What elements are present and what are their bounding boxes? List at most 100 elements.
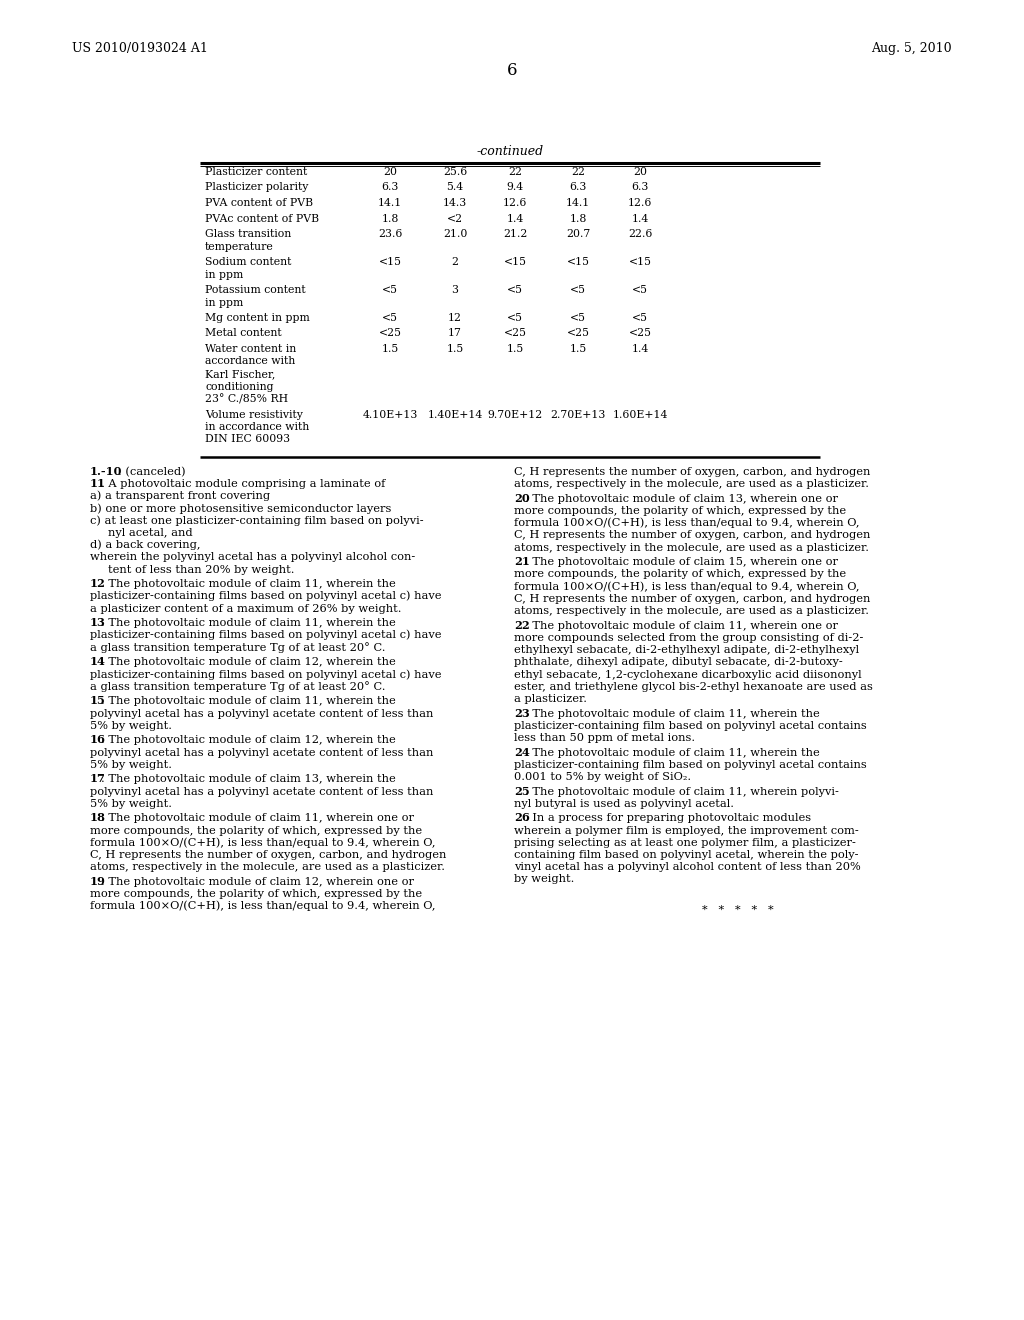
Text: <5: <5 — [382, 313, 398, 323]
Text: more compounds, the polarity of which, expressed by the: more compounds, the polarity of which, e… — [514, 506, 846, 516]
Text: . The photovoltaic module of claim 13, wherein the: . The photovoltaic module of claim 13, w… — [101, 775, 395, 784]
Text: 20: 20 — [514, 492, 529, 504]
Text: wherein the polyvinyl acetal has a polyvinyl alcohol con-: wherein the polyvinyl acetal has a polyv… — [90, 552, 416, 562]
Text: <2: <2 — [446, 214, 463, 223]
Text: 23: 23 — [514, 708, 529, 718]
Text: 21: 21 — [514, 556, 529, 568]
Text: 1.4: 1.4 — [632, 214, 648, 223]
Text: b) one or more photosensitive semiconductor layers: b) one or more photosensitive semiconduc… — [90, 503, 391, 513]
Text: 1.8: 1.8 — [381, 214, 398, 223]
Text: <5: <5 — [570, 313, 586, 323]
Text: 9.4: 9.4 — [507, 182, 523, 193]
Text: Karl Fischer,: Karl Fischer, — [205, 370, 275, 379]
Text: 22: 22 — [508, 168, 522, 177]
Text: d) a back covering,: d) a back covering, — [90, 540, 201, 550]
Text: . The photovoltaic module of claim 12, wherein one or: . The photovoltaic module of claim 12, w… — [101, 876, 414, 887]
Text: 1.5: 1.5 — [381, 345, 398, 354]
Text: 22: 22 — [514, 619, 529, 631]
Text: DIN IEC 60093: DIN IEC 60093 — [205, 434, 290, 445]
Text: C, H represents the number of oxygen, carbon, and hydrogen: C, H represents the number of oxygen, ca… — [514, 531, 870, 540]
Text: 5.4: 5.4 — [446, 182, 464, 193]
Text: Glass transition: Glass transition — [205, 228, 291, 239]
Text: <5: <5 — [632, 313, 648, 323]
Text: <5: <5 — [632, 285, 648, 294]
Text: formula 100×O/(C+H), is less than/equal to 9.4, wherein O,: formula 100×O/(C+H), is less than/equal … — [514, 517, 859, 528]
Text: 1.60E+14: 1.60E+14 — [612, 409, 668, 420]
Text: -continued: -continued — [476, 145, 544, 158]
Text: more compounds, the polarity of which, expressed by the: more compounds, the polarity of which, e… — [90, 890, 422, 899]
Text: <5: <5 — [507, 313, 523, 323]
Text: <15: <15 — [379, 257, 401, 267]
Text: 23.6: 23.6 — [378, 228, 402, 239]
Text: 1.4: 1.4 — [632, 345, 648, 354]
Text: <25: <25 — [504, 329, 526, 338]
Text: formula 100×O/(C+H), is less than/equal to 9.4, wherein O,: formula 100×O/(C+H), is less than/equal … — [514, 581, 859, 591]
Text: C, H represents the number of oxygen, carbon, and hydrogen: C, H represents the number of oxygen, ca… — [90, 850, 446, 861]
Text: 14.3: 14.3 — [442, 198, 467, 209]
Text: c) at least one plasticizer-containing film based on polyvi-: c) at least one plasticizer-containing f… — [90, 515, 424, 525]
Text: 1.4: 1.4 — [507, 214, 523, 223]
Text: a) a transparent front covering: a) a transparent front covering — [90, 491, 270, 502]
Text: 24: 24 — [514, 747, 529, 758]
Text: Plasticizer content: Plasticizer content — [205, 168, 307, 177]
Text: a glass transition temperature Tg of at least 20° C.: a glass transition temperature Tg of at … — [90, 642, 385, 652]
Text: . The photovoltaic module of claim 11, wherein the: . The photovoltaic module of claim 11, w… — [101, 618, 395, 628]
Text: more compounds selected from the group consisting of di-2-: more compounds selected from the group c… — [514, 632, 863, 643]
Text: 17: 17 — [90, 774, 105, 784]
Text: formula 100×O/(C+H), is less than/equal to 9.4, wherein O,: formula 100×O/(C+H), is less than/equal … — [90, 837, 435, 847]
Text: by weight.: by weight. — [514, 874, 574, 884]
Text: 20: 20 — [633, 168, 647, 177]
Text: 2.70E+13: 2.70E+13 — [550, 409, 605, 420]
Text: 5% by weight.: 5% by weight. — [90, 799, 172, 809]
Text: 12.6: 12.6 — [628, 198, 652, 209]
Text: phthalate, dihexyl adipate, dibutyl sebacate, di-2-butoxy-: phthalate, dihexyl adipate, dibutyl seba… — [514, 657, 843, 668]
Text: Metal content: Metal content — [205, 329, 282, 338]
Text: Mg content in ppm: Mg content in ppm — [205, 313, 309, 323]
Text: polyvinyl acetal has a polyvinyl acetate content of less than: polyvinyl acetal has a polyvinyl acetate… — [90, 709, 433, 718]
Text: conditioning: conditioning — [205, 381, 273, 392]
Text: nyl acetal, and: nyl acetal, and — [108, 528, 193, 539]
Text: polyvinyl acetal has a polyvinyl acetate content of less than: polyvinyl acetal has a polyvinyl acetate… — [90, 787, 433, 797]
Text: Volume resistivity: Volume resistivity — [205, 409, 303, 420]
Text: 0.001 to 5% by weight of SiO₂.: 0.001 to 5% by weight of SiO₂. — [514, 772, 691, 781]
Text: 1.8: 1.8 — [569, 214, 587, 223]
Text: . The photovoltaic module of claim 11, wherein the: . The photovoltaic module of claim 11, w… — [101, 579, 395, 589]
Text: . The photovoltaic module of claim 13, wherein one or: . The photovoltaic module of claim 13, w… — [525, 494, 838, 504]
Text: <15: <15 — [504, 257, 526, 267]
Text: . The photovoltaic module of claim 11, wherein the: . The photovoltaic module of claim 11, w… — [525, 747, 820, 758]
Text: PVA content of PVB: PVA content of PVB — [205, 198, 313, 209]
Text: 18: 18 — [90, 813, 105, 824]
Text: polyvinyl acetal has a polyvinyl acetate content of less than: polyvinyl acetal has a polyvinyl acetate… — [90, 747, 433, 758]
Text: 15: 15 — [90, 696, 105, 706]
Text: 1.5: 1.5 — [446, 345, 464, 354]
Text: containing film based on polyvinyl acetal, wherein the poly-: containing film based on polyvinyl aceta… — [514, 850, 858, 861]
Text: in accordance with: in accordance with — [205, 422, 309, 432]
Text: . The photovoltaic module of claim 15, wherein one or: . The photovoltaic module of claim 15, w… — [525, 557, 838, 568]
Text: a glass transition temperature Tg of at least 20° C.: a glass transition temperature Tg of at … — [90, 681, 385, 692]
Text: <5: <5 — [570, 285, 586, 294]
Text: <25: <25 — [566, 329, 590, 338]
Text: . The photovoltaic module of claim 12, wherein the: . The photovoltaic module of claim 12, w… — [101, 657, 395, 668]
Text: plasticizer-containing films based on polyvinyl acetal c) have: plasticizer-containing films based on po… — [90, 669, 441, 680]
Text: <5: <5 — [382, 285, 398, 294]
Text: 14.1: 14.1 — [566, 198, 590, 209]
Text: 5% by weight.: 5% by weight. — [90, 760, 172, 770]
Text: . The photovoltaic module of claim 11, wherein the: . The photovoltaic module of claim 11, w… — [101, 697, 395, 706]
Text: 6.3: 6.3 — [569, 182, 587, 193]
Text: 11: 11 — [90, 478, 106, 490]
Text: . (canceled): . (canceled) — [118, 467, 185, 477]
Text: C, H represents the number of oxygen, carbon, and hydrogen: C, H represents the number of oxygen, ca… — [514, 594, 870, 603]
Text: 4.10E+13: 4.10E+13 — [362, 409, 418, 420]
Text: in ppm: in ppm — [205, 297, 244, 308]
Text: 1.5: 1.5 — [569, 345, 587, 354]
Text: 17: 17 — [449, 329, 462, 338]
Text: 12: 12 — [449, 313, 462, 323]
Text: *   *   *   *   *: * * * * * — [702, 906, 773, 915]
Text: ethyl sebacate, 1,2-cyclohexane dicarboxylic acid diisononyl: ethyl sebacate, 1,2-cyclohexane dicarbox… — [514, 669, 861, 680]
Text: 1.-10: 1.-10 — [90, 466, 123, 477]
Text: more compounds, the polarity of which, expressed by the: more compounds, the polarity of which, e… — [90, 826, 422, 836]
Text: . The photovoltaic module of claim 11, wherein the: . The photovoltaic module of claim 11, w… — [525, 709, 820, 718]
Text: a plasticizer.: a plasticizer. — [514, 694, 587, 704]
Text: 25.6: 25.6 — [442, 168, 467, 177]
Text: Water content in: Water content in — [205, 345, 296, 354]
